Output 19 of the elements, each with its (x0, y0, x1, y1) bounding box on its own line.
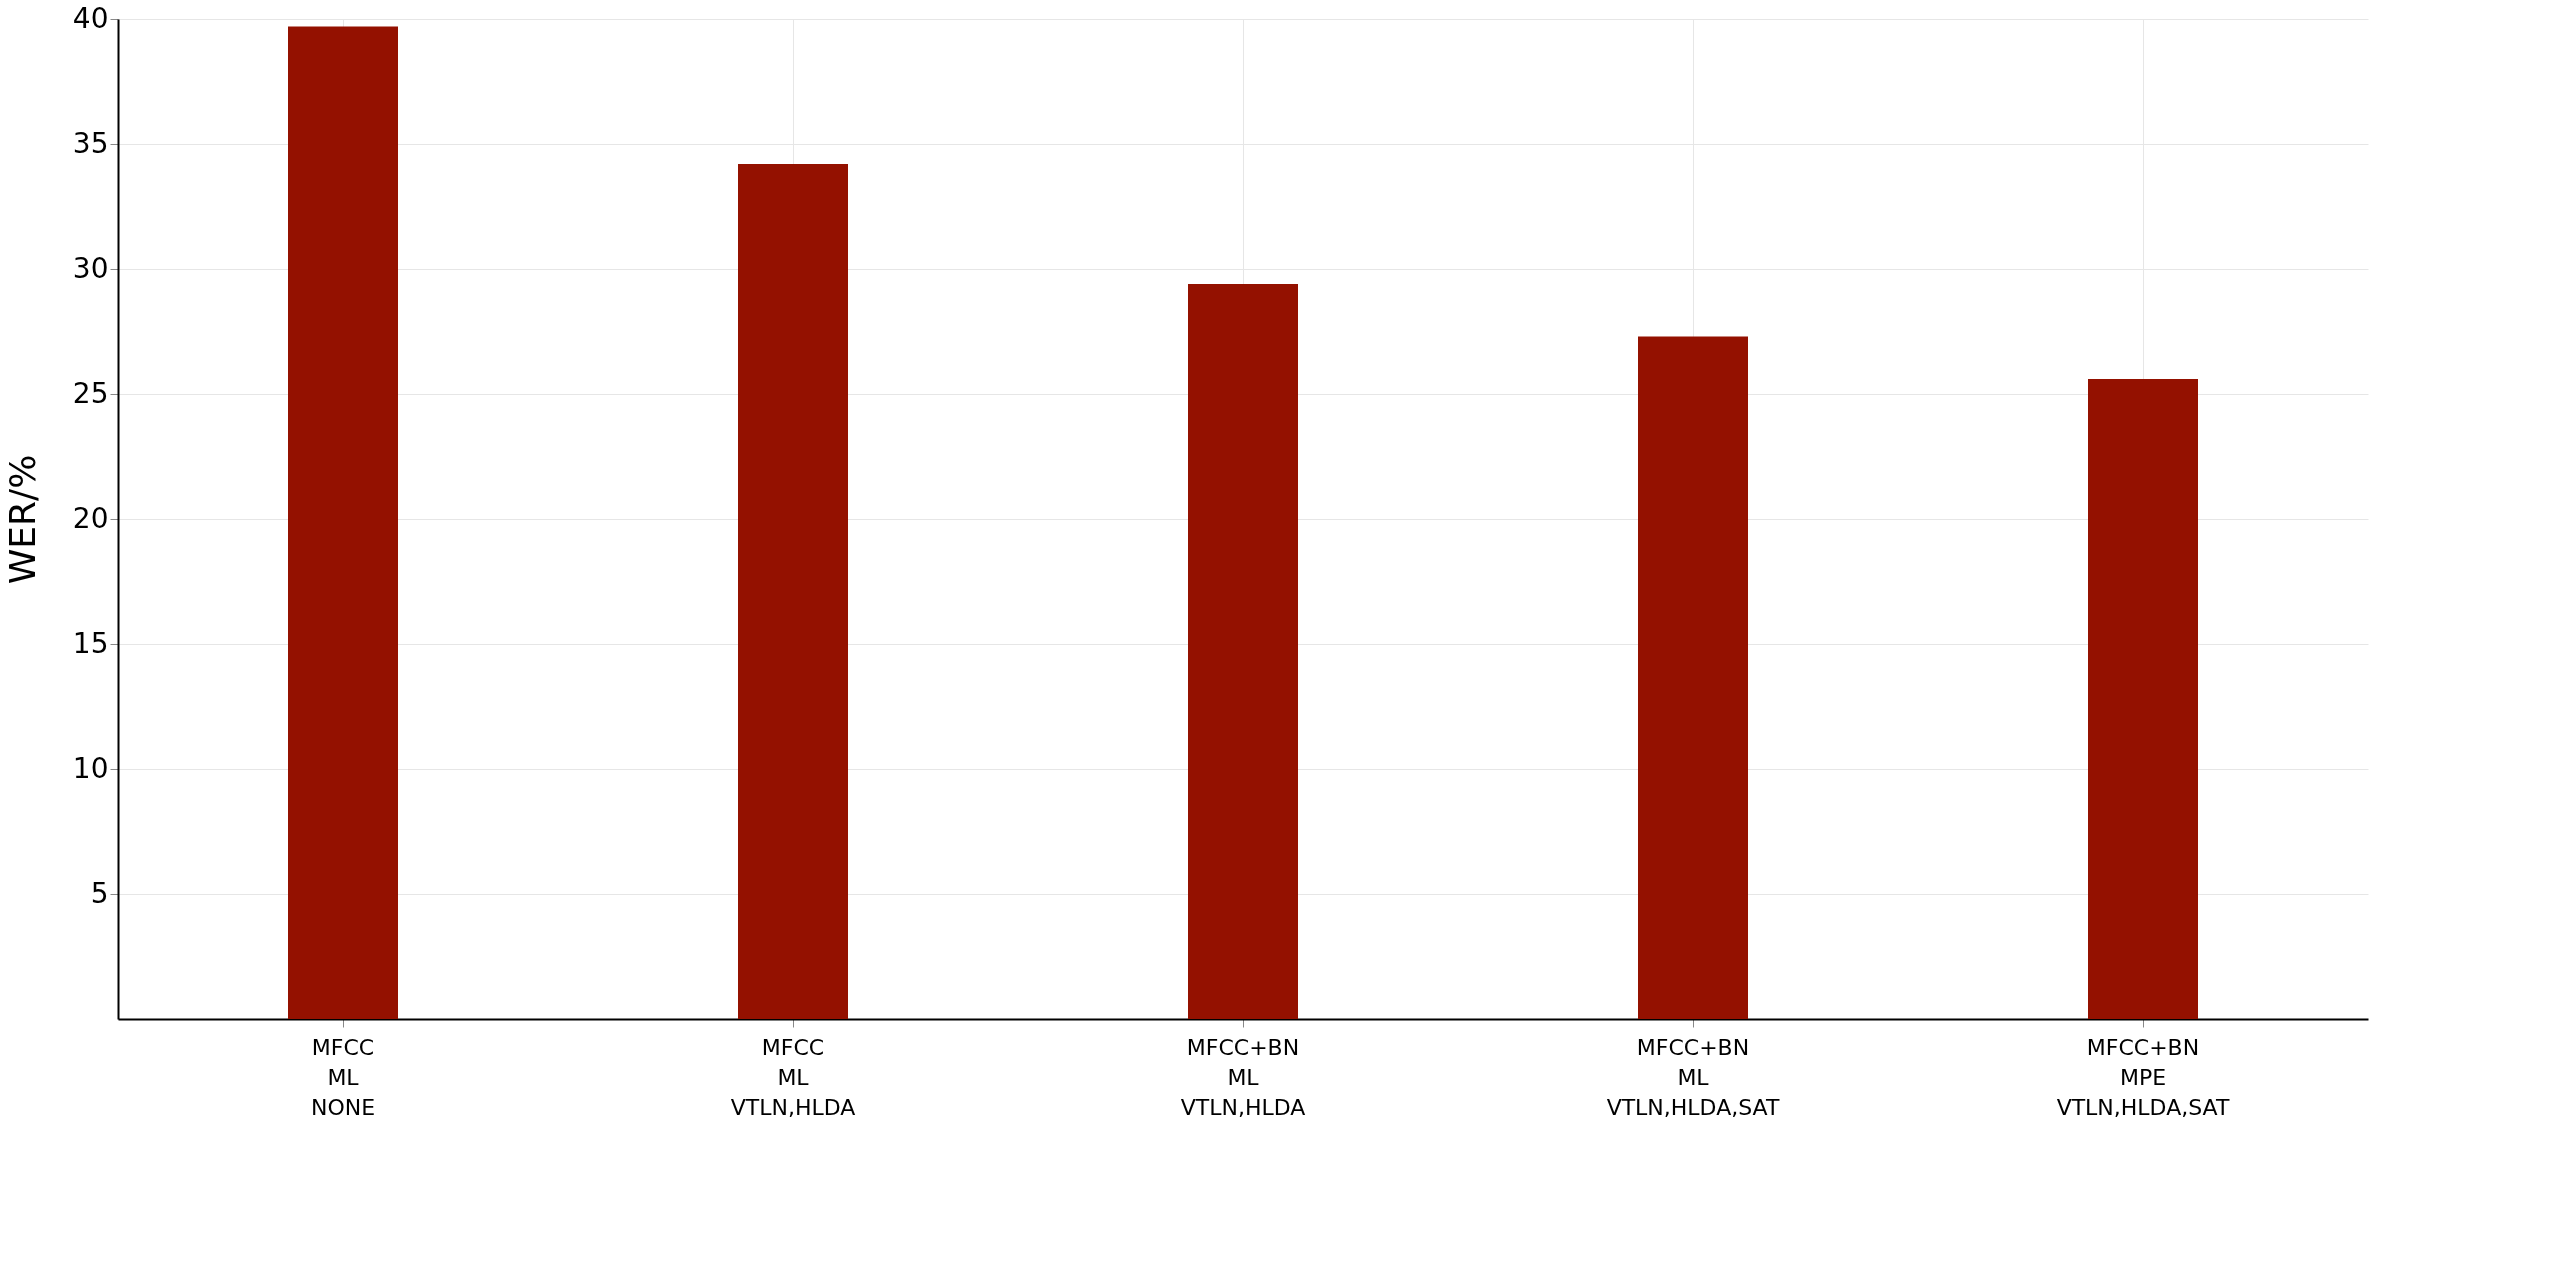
bar (2088, 379, 2198, 1019)
y-axis-title: WER/% (1, 454, 43, 585)
y-tick-label: 5 (90, 876, 109, 910)
bar (1188, 284, 1298, 1019)
y-tick-label: 15 (72, 626, 109, 660)
x-tick-label: MFCC ML VTLN,HLDA (730, 1034, 856, 1120)
y-tick-label: 25 (72, 376, 109, 410)
y-tick-label: 40 (72, 1, 109, 35)
x-tick-label: MFCC+BN ML VTLN,HLDA (1180, 1034, 1306, 1120)
bar (1638, 336, 1748, 1019)
x-tick-label: MFCC ML NONE (310, 1034, 376, 1120)
bar (738, 164, 848, 1019)
y-tick-label: 30 (72, 251, 109, 285)
bar (288, 26, 398, 1019)
x-tick-label: MFCC+BN ML VTLN,HLDA,SAT (1606, 1034, 1780, 1120)
y-tick-label: 10 (72, 751, 109, 785)
y-tick-label: 35 (72, 126, 109, 160)
x-tick-label: MFCC+BN MPE VTLN,HLDA,SAT (2056, 1034, 2230, 1120)
y-tick-label: 20 (72, 501, 109, 535)
